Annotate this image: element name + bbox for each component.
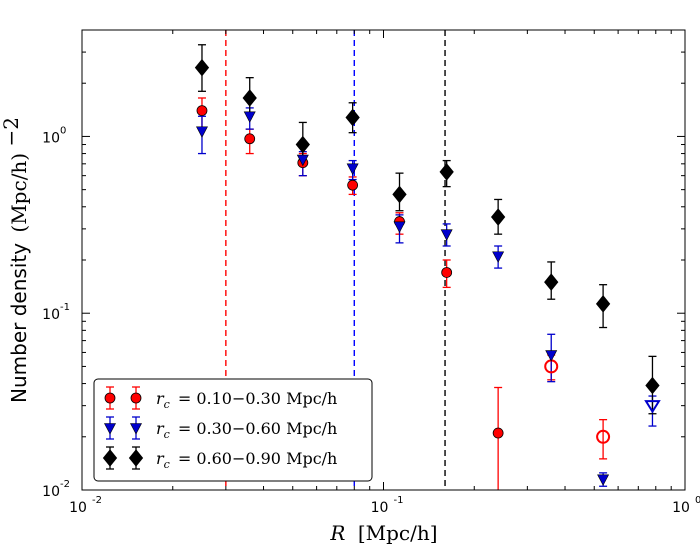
ytick-label-exp-2: 0 (60, 125, 66, 136)
marker-s2-p9 (645, 376, 660, 395)
marker-s0-p5 (441, 267, 453, 278)
legend-box (93, 378, 373, 482)
marker-s1-p1 (243, 111, 256, 123)
legend-label-0: rc = 0.10−0.30 Mpc/h (156, 389, 337, 411)
xtick-label-exp-0: -2 (92, 495, 102, 506)
marker-s2-p1 (242, 89, 257, 107)
data-markers (194, 58, 661, 486)
minor-ticks (81, 29, 686, 491)
marker-s1-p9 (644, 400, 661, 414)
marker-s2-p3 (345, 108, 360, 127)
xtick-label-exp-1: -1 (394, 495, 404, 506)
marker-s1-p7 (545, 350, 558, 362)
marker-s2-p4 (392, 185, 407, 204)
legend-marker-1-1 (130, 423, 142, 435)
ytick-label-exp-0: -2 (60, 479, 70, 490)
marker-s0-p6 (492, 427, 504, 439)
xtick-label-0: 10 (69, 500, 87, 516)
marker-s0-p1 (244, 133, 256, 145)
legend-marker-1-0 (104, 423, 116, 435)
legend-marker-2-1 (128, 449, 144, 467)
marker-s1-p0 (195, 126, 208, 138)
xtick-label-exp-2: 0 (695, 495, 700, 506)
ytick-label-2: 10 (42, 130, 60, 146)
marker-s1-p2 (296, 154, 309, 167)
svg-text:Number density (Mpc/h): Number density (Mpc/h) −2 (0, 117, 31, 403)
marker-s1-p8 (597, 474, 610, 486)
ytick-label-1: 10 (42, 307, 60, 323)
marker-s2-p2 (295, 135, 310, 154)
marker-s0-p8 (596, 429, 611, 444)
legend-label-1: rc = 0.30−0.60 Mpc/h (156, 419, 337, 441)
marker-s2-p8 (595, 295, 611, 313)
tick-labels: 10 -2 10 -1 10 010 -210 -110 0 (42, 125, 700, 516)
xtick-label-2: 10 (672, 500, 690, 516)
marker-s0-p0 (196, 105, 208, 117)
marker-s0-p3 (347, 179, 359, 191)
legend-marker-0-0 (104, 392, 116, 404)
marker-s2-p6 (490, 208, 506, 226)
marker-s1-p6 (492, 251, 505, 263)
marker-s1-p3 (346, 163, 359, 175)
marker-s1-p5 (440, 229, 453, 241)
marker-s2-p0 (194, 58, 210, 77)
ytick-label-0: 10 (42, 484, 60, 500)
legend-marker-2-0 (102, 449, 118, 467)
ytick-label-exp-1: -1 (60, 302, 70, 313)
marker-s2-p5 (439, 163, 454, 181)
marker-s2-p7 (544, 273, 559, 291)
xtick-label-1: 10 (371, 500, 389, 516)
legend-label-2: rc = 0.60−0.90 Mpc/h (156, 449, 337, 471)
legend: rc = 0.10−0.30 Mpc/h rc = 0.30−0.60 Mpc/h rc… (93, 378, 373, 482)
marker-s1-p4 (393, 221, 406, 233)
y-axis-label: Number density (Mpc/h) −2 (0, 117, 31, 403)
plot-frame (81, 29, 686, 491)
x-axis-label: R [Mpc/h] (329, 521, 437, 545)
legend-marker-0-1 (130, 392, 142, 404)
